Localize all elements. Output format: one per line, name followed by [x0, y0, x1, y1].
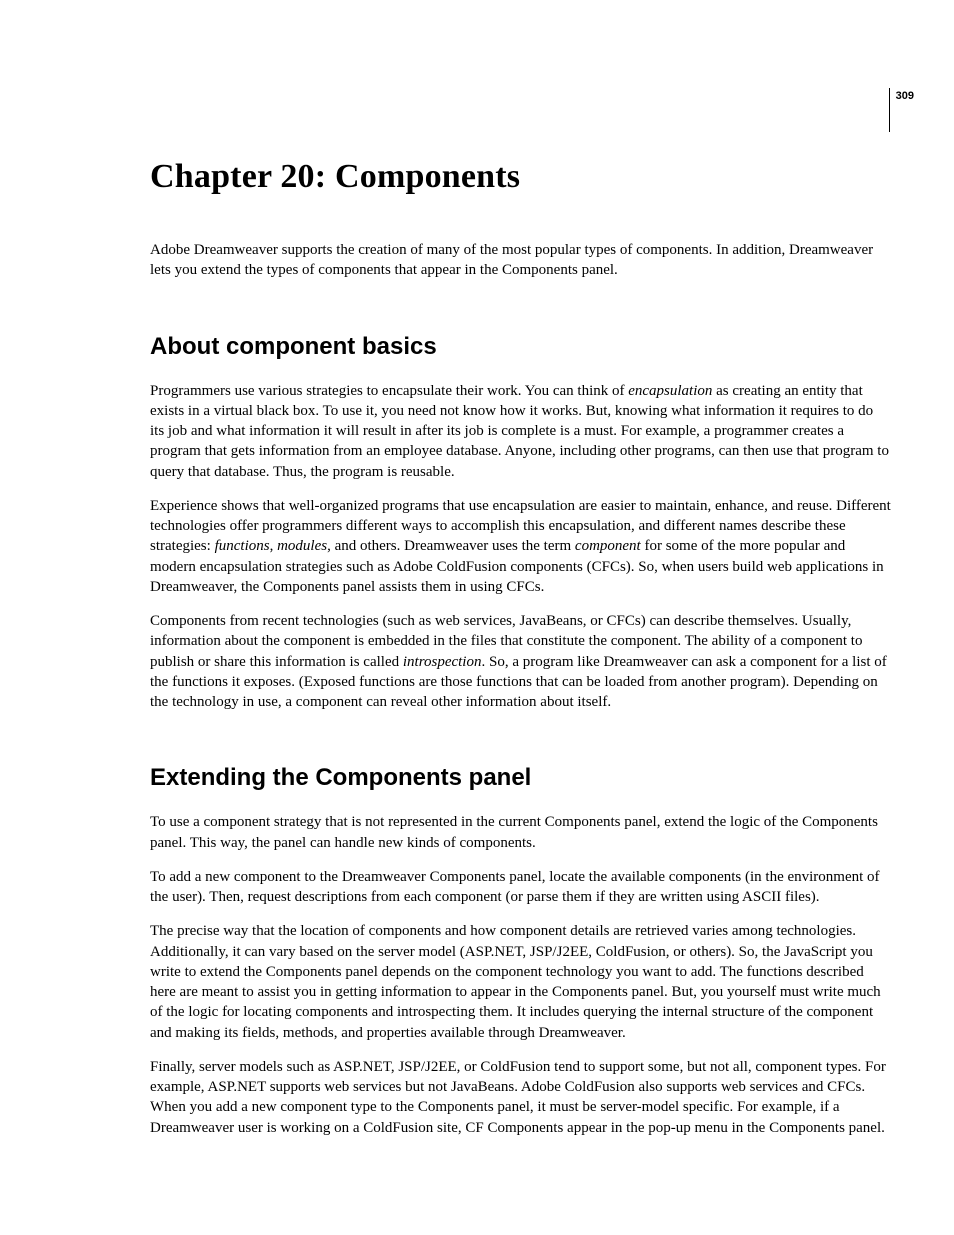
text-run: , [270, 538, 278, 554]
body-paragraph: To add a new component to the Dreamweave… [150, 867, 891, 908]
document-page: 309 Chapter 20: Components Adobe Dreamwe… [0, 0, 954, 1212]
section-heading-extending: Extending the Components panel [150, 764, 891, 792]
chapter-title: Chapter 20: Components [150, 158, 891, 196]
page-number-block: 309 [889, 88, 914, 132]
page-number: 309 [896, 90, 914, 102]
text-run: Programmers use various strategies to en… [150, 383, 628, 399]
italic-term: introspection [403, 654, 482, 670]
italic-term: encapsulation [628, 383, 712, 399]
body-paragraph: To use a component strategy that is not … [150, 812, 891, 853]
italic-term: modules [277, 538, 327, 554]
italic-term: functions [215, 538, 270, 554]
body-paragraph: Programmers use various strategies to en… [150, 381, 891, 482]
italic-term: component [575, 538, 641, 554]
body-paragraph: Experience shows that well-organized pro… [150, 496, 891, 597]
body-paragraph: The precise way that the location of com… [150, 921, 891, 1043]
body-paragraph: Components from recent technologies (suc… [150, 611, 891, 712]
chapter-intro: Adobe Dreamweaver supports the creation … [150, 240, 891, 281]
section-heading-about: About component basics [150, 333, 891, 361]
body-paragraph: Finally, server models such as ASP.NET, … [150, 1057, 891, 1138]
text-run: , and others. Dreamweaver uses the term [327, 538, 575, 554]
